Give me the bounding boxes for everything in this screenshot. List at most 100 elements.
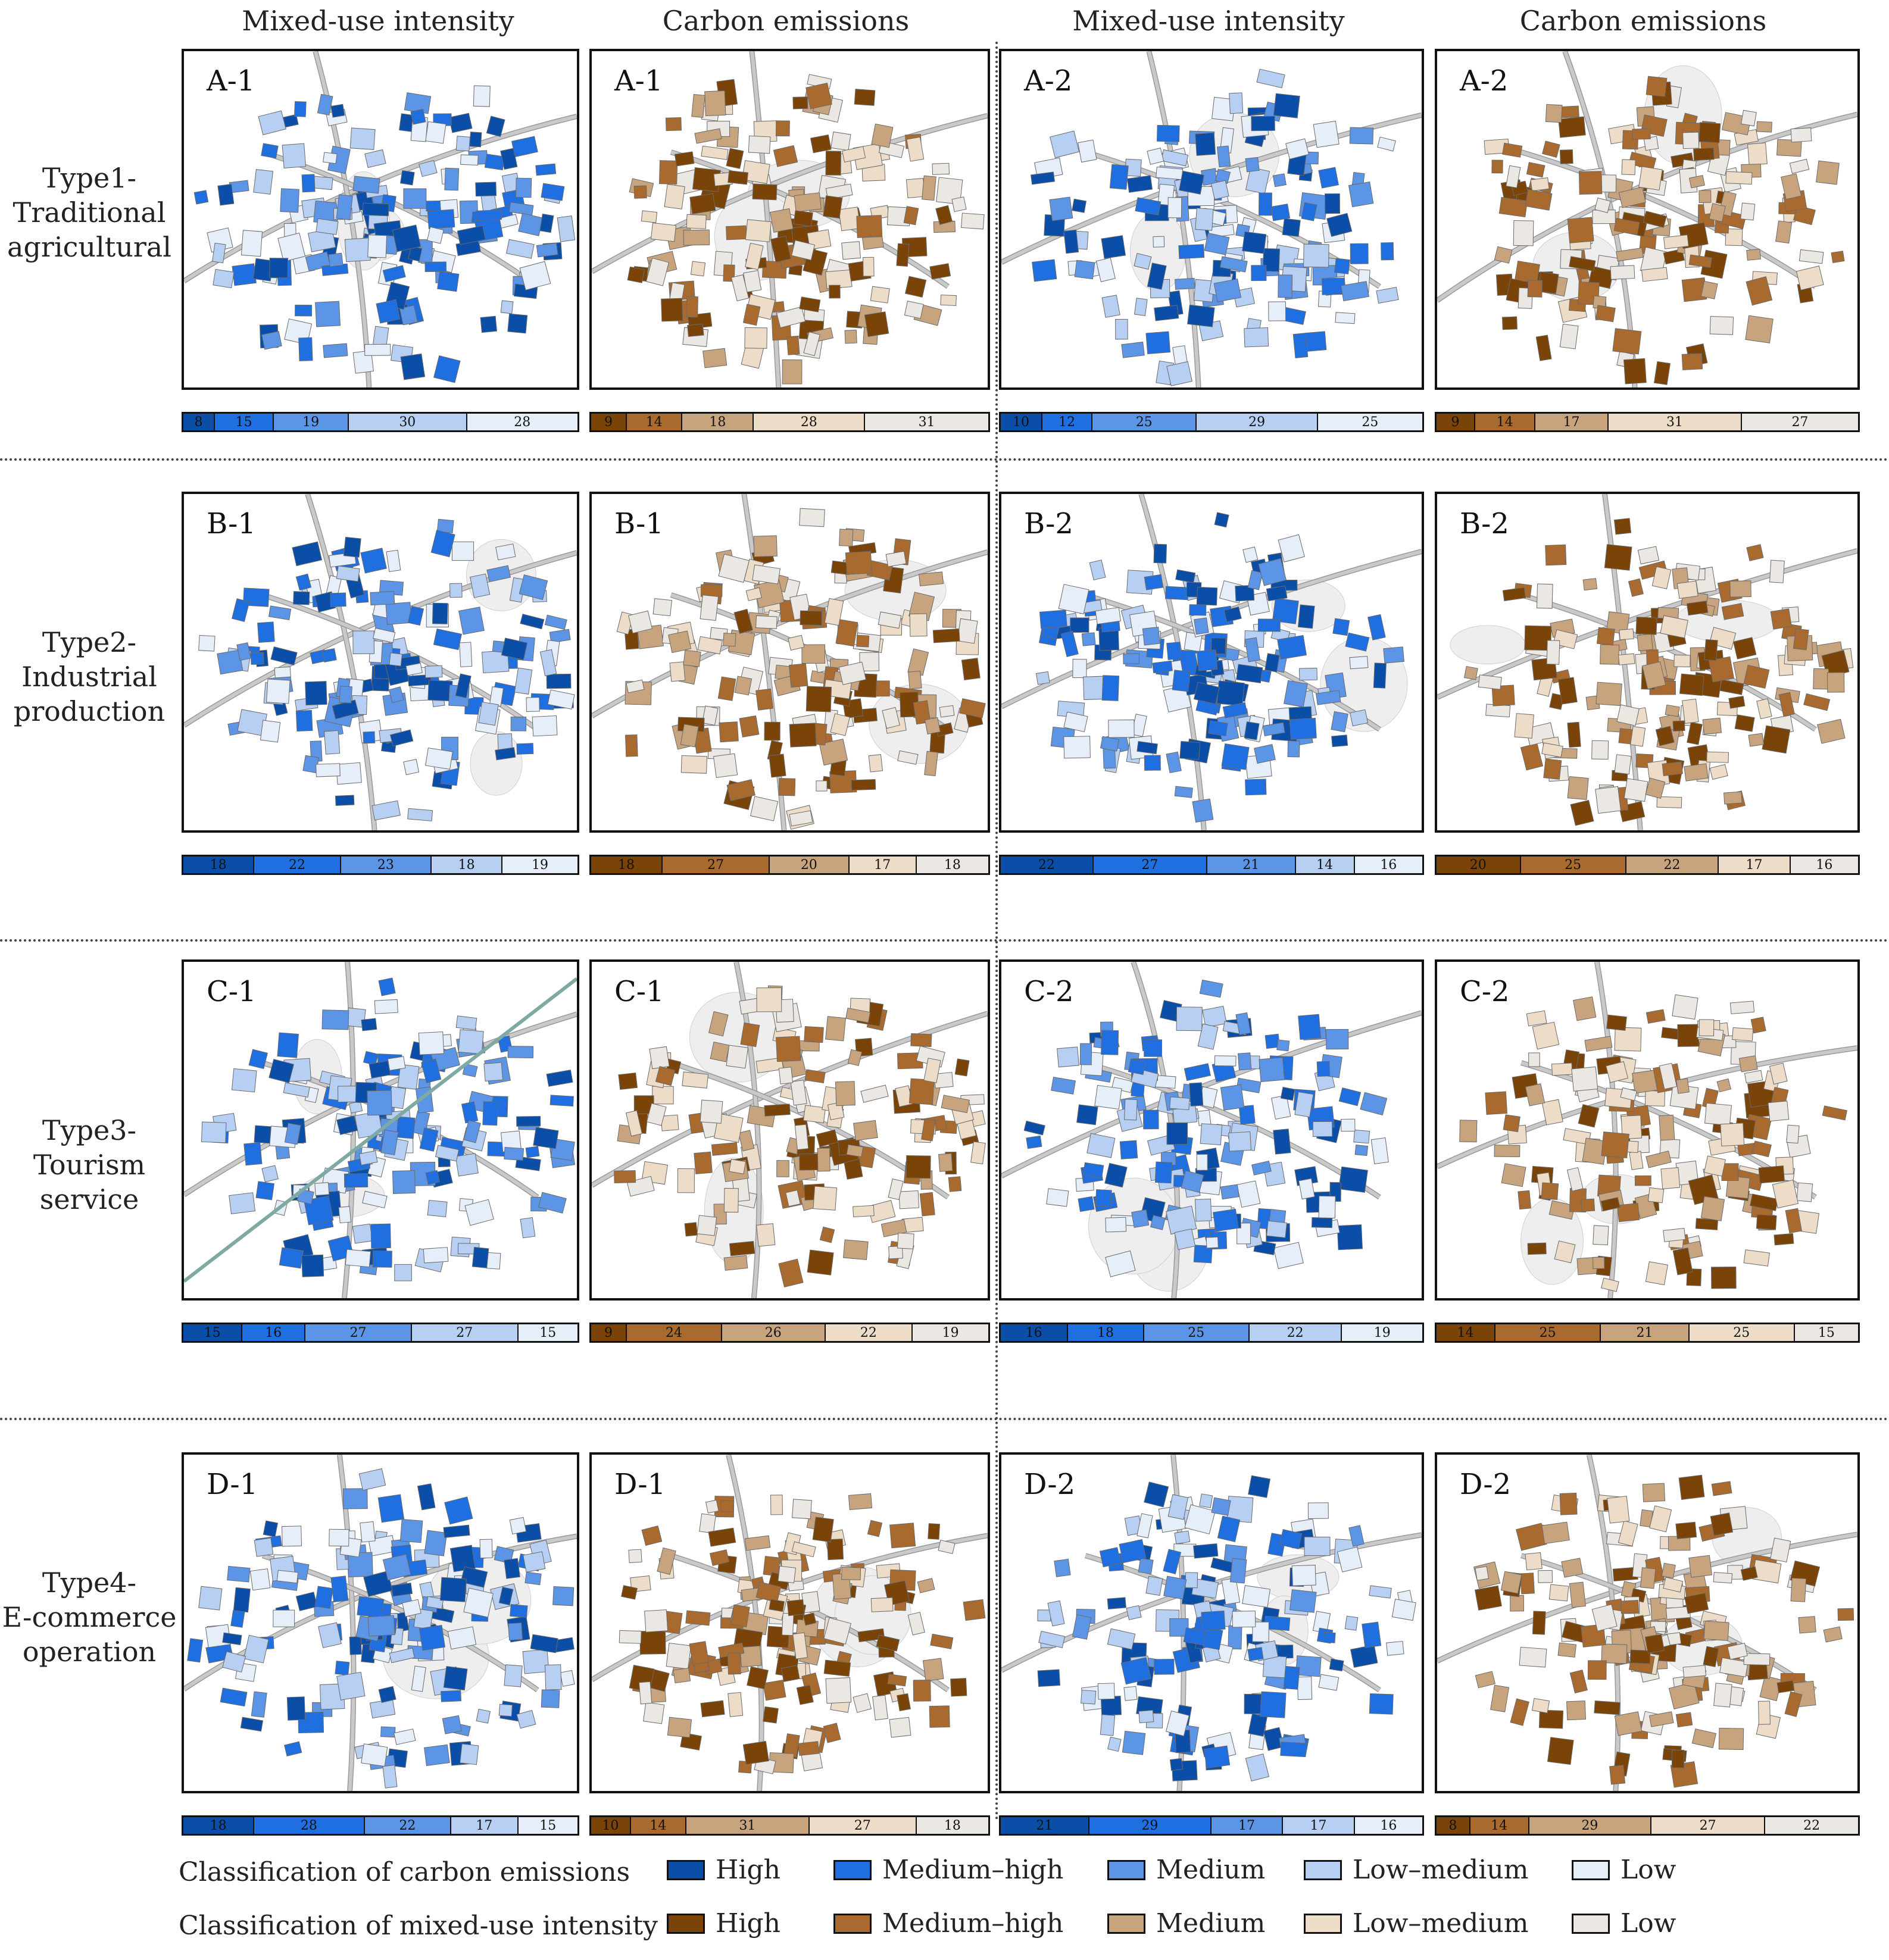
building-parcel [1557, 1642, 1577, 1658]
building-parcel [501, 637, 528, 661]
building-parcel [1688, 254, 1712, 268]
building-parcel [1150, 1215, 1166, 1230]
building-parcel [358, 1468, 386, 1491]
building-parcel [666, 1642, 692, 1670]
building-parcel [896, 243, 910, 267]
building-parcel [363, 1571, 393, 1597]
building-parcel [1174, 1228, 1196, 1251]
building-parcel [1259, 1057, 1285, 1082]
building-parcel [321, 648, 337, 663]
building-parcel [957, 618, 978, 644]
building-parcel [1337, 1224, 1363, 1251]
building-parcel [963, 1599, 986, 1621]
building-parcel [1790, 127, 1812, 143]
building-parcel [1719, 1657, 1749, 1677]
building-parcel [482, 1101, 498, 1126]
building-parcel [1245, 779, 1267, 796]
building-parcel [919, 1192, 935, 1217]
building-parcel [524, 1571, 542, 1586]
building-parcel [1698, 122, 1721, 143]
building-parcel [726, 1045, 749, 1069]
building-parcel [803, 332, 820, 357]
legend-item: Medium–high [833, 1855, 1063, 1885]
building-parcel [1796, 265, 1824, 290]
building-parcel [728, 170, 749, 185]
bar-segment: 31 [865, 414, 988, 430]
building-parcel [508, 202, 534, 216]
building-parcel [1199, 1493, 1213, 1508]
building-parcel [1769, 1062, 1788, 1085]
building-parcel [1248, 1713, 1268, 1737]
building-parcel [1280, 1742, 1307, 1758]
building-parcel [1154, 1659, 1175, 1675]
row-label-line: Tourism [33, 1149, 146, 1181]
building-parcel [878, 611, 902, 629]
legend-swatch [1572, 1913, 1610, 1934]
row-separator [0, 939, 1889, 942]
building-parcel [1784, 1691, 1803, 1717]
building-parcel [941, 1095, 970, 1114]
bar-segment: 25 [1317, 414, 1422, 430]
building-parcel [500, 148, 518, 170]
building-parcel [1756, 1214, 1777, 1230]
building-parcel [919, 571, 944, 587]
building-parcel [909, 613, 928, 637]
building-parcel [1725, 171, 1753, 185]
building-parcel [1711, 1481, 1732, 1496]
building-parcel [1673, 654, 1691, 667]
building-parcel [628, 1549, 642, 1564]
panel-label: D-2 [1024, 1468, 1076, 1501]
building-parcel [1803, 693, 1831, 711]
building-parcel [1273, 1242, 1304, 1270]
building-parcel [1058, 584, 1089, 615]
building-parcel [819, 1226, 835, 1243]
building-parcel [1591, 1603, 1618, 1631]
row-label: Type4- E-commerce operation [0, 1565, 179, 1669]
building-parcel [1475, 1671, 1495, 1689]
bar-segment: 18 [591, 856, 663, 873]
building-parcel [1656, 796, 1682, 808]
building-parcel [1599, 174, 1617, 193]
building-parcel [669, 661, 686, 682]
building-parcel [1208, 720, 1228, 736]
building-parcel [1514, 713, 1534, 739]
building-parcel [385, 602, 412, 625]
building-parcel [1262, 248, 1281, 272]
building-parcel [1826, 672, 1845, 693]
building-parcel [258, 110, 286, 136]
proportion-bar: 9 24 26 22 19 [589, 1323, 990, 1343]
building-parcel [268, 605, 292, 620]
building-parcel [645, 258, 670, 286]
building-parcel [1107, 1736, 1122, 1752]
building-parcel [1349, 127, 1374, 145]
building-parcel [929, 1705, 950, 1728]
building-parcel [399, 170, 415, 186]
building-parcel [680, 755, 708, 774]
building-parcel [700, 584, 723, 597]
building-parcel [1750, 1017, 1766, 1034]
building-parcel [1193, 1245, 1213, 1264]
building-parcel [1369, 1693, 1394, 1715]
building-parcel [386, 549, 401, 573]
building-parcel [1235, 584, 1255, 602]
legend-title-mixed-use: Classification of mixed-use intensity [179, 1911, 658, 1941]
building-parcel [1616, 704, 1640, 726]
row-label-line: Type1- [42, 162, 137, 194]
building-parcel [1578, 1104, 1600, 1128]
building-parcel [472, 1246, 489, 1268]
building-parcel [1672, 994, 1698, 1020]
bar-segment: 18 [916, 856, 988, 873]
building-parcel [396, 1116, 416, 1139]
building-parcel [1710, 1266, 1737, 1289]
building-parcel [778, 1067, 794, 1084]
building-parcel [520, 1217, 536, 1239]
building-parcel [382, 265, 406, 283]
building-parcel [667, 1717, 692, 1738]
building-parcel [730, 274, 750, 302]
building-parcel [1491, 684, 1515, 707]
building-parcel [1500, 1571, 1522, 1594]
building-parcel [628, 610, 652, 634]
building-parcel [1628, 578, 1644, 597]
building-parcel [495, 747, 516, 761]
building-parcel [1769, 559, 1785, 583]
